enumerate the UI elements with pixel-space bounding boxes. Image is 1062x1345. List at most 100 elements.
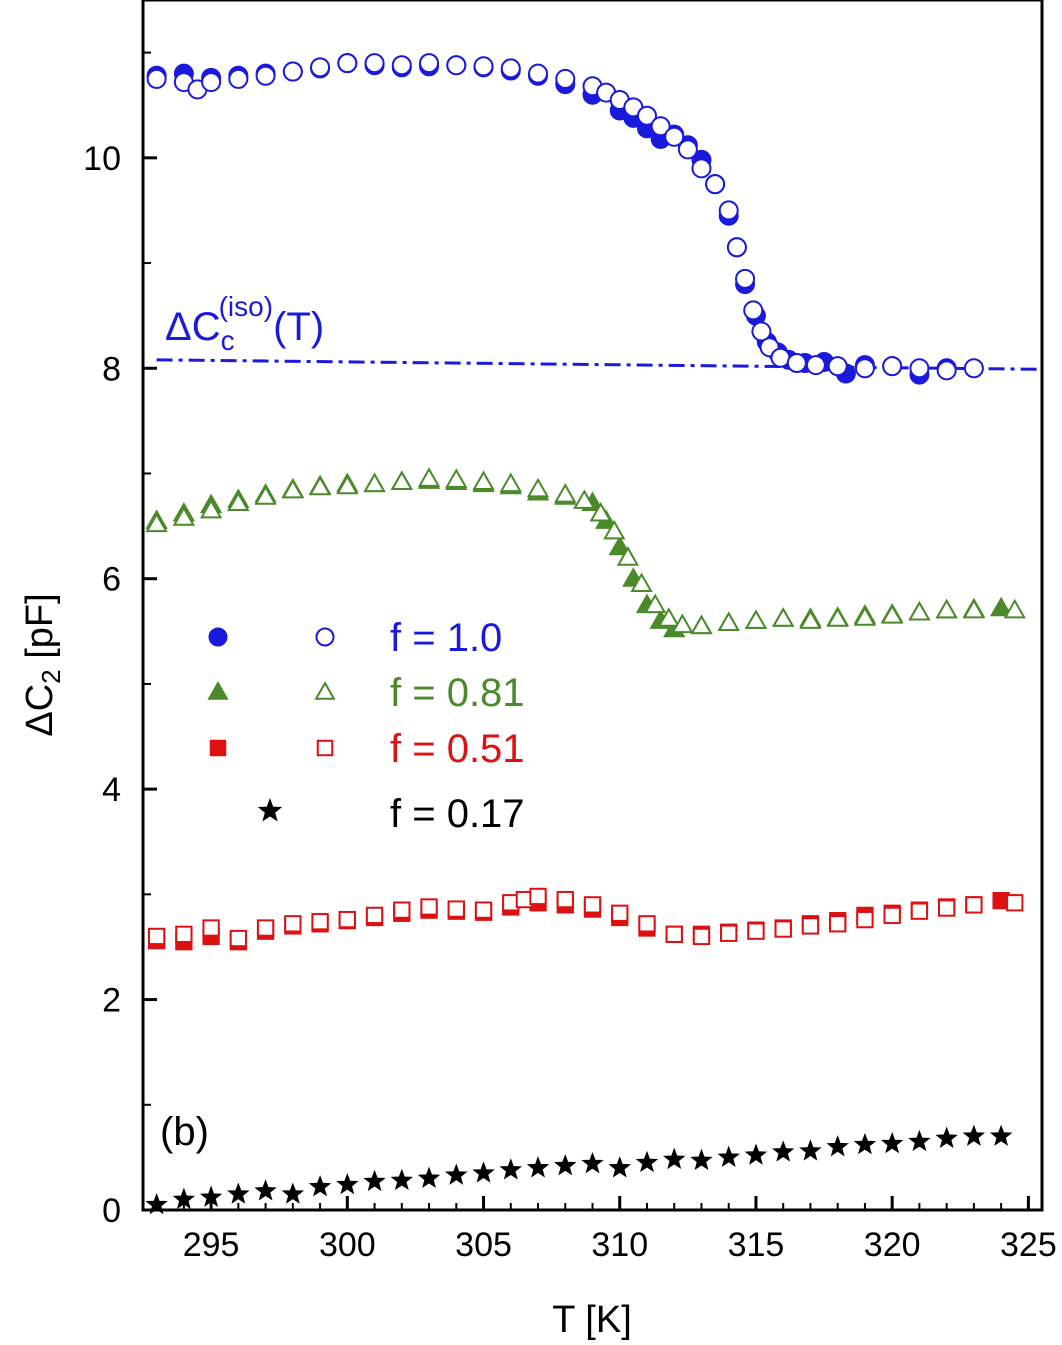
y-tick-label: 10 bbox=[83, 140, 121, 178]
y-tick-label: 8 bbox=[102, 350, 121, 388]
legend-label: f = 1.0 bbox=[390, 616, 502, 660]
axes-layer: 295 300 305 310 315 320 325 0 2 4 6 8 10 bbox=[83, 0, 1057, 1264]
x-axis-label: T [K] bbox=[552, 1299, 632, 1341]
data-point-filled bbox=[799, 1139, 822, 1161]
data-point-open bbox=[175, 925, 193, 943]
data-point-open bbox=[390, 470, 413, 490]
data-point-open bbox=[336, 474, 359, 495]
data-point-open bbox=[611, 904, 629, 922]
data-point-open bbox=[589, 501, 612, 522]
data-point-filled bbox=[744, 1143, 768, 1165]
data-point-open bbox=[227, 491, 250, 512]
ref-label-sub: c bbox=[221, 325, 235, 356]
series-1 bbox=[145, 467, 1026, 638]
series-2 bbox=[147, 887, 1024, 951]
reference-line-layer bbox=[156, 358, 1043, 371]
y-label-sub: 2 bbox=[36, 669, 66, 683]
panel-label: (b) bbox=[160, 1110, 209, 1154]
data-point-open bbox=[616, 546, 640, 566]
data-point-open bbox=[880, 604, 904, 624]
data-point-open bbox=[883, 906, 901, 925]
legend-marker-filled bbox=[257, 798, 283, 822]
series-0 bbox=[146, 53, 984, 385]
data-point-open bbox=[202, 919, 220, 937]
ref-label-tail: (T) bbox=[273, 305, 324, 349]
data-point-open bbox=[799, 609, 822, 629]
data-point-open bbox=[446, 55, 467, 76]
data-point-open bbox=[255, 65, 276, 86]
data-point-filled bbox=[989, 1124, 1013, 1146]
y-tick-label: 2 bbox=[102, 982, 121, 1020]
data-point-filled bbox=[472, 1161, 495, 1183]
data-point-open bbox=[1006, 894, 1024, 912]
data-point-open bbox=[963, 358, 984, 379]
data-point-open bbox=[420, 898, 438, 916]
data-point-filled bbox=[962, 1124, 986, 1146]
data-point-filled bbox=[172, 1187, 196, 1210]
data-point-filled bbox=[145, 1192, 168, 1215]
data-point-open bbox=[908, 600, 931, 621]
data-point-filled bbox=[608, 1156, 631, 1178]
data-point-filled bbox=[853, 1132, 877, 1155]
y-axis-label: ΔC2 [pF] bbox=[19, 593, 66, 736]
data-point-filled bbox=[554, 1154, 577, 1176]
data-point-open bbox=[638, 915, 656, 933]
ref-label-main: ΔC bbox=[165, 305, 221, 349]
data-point-filled bbox=[363, 1169, 386, 1192]
x-tick-label: 325 bbox=[1000, 1226, 1057, 1264]
data-point-open bbox=[447, 900, 465, 918]
data-point-open bbox=[854, 358, 875, 379]
data-point-open bbox=[717, 611, 740, 631]
x-tick-label: 315 bbox=[728, 1226, 785, 1264]
series-3 bbox=[145, 1124, 1013, 1215]
data-point-open bbox=[827, 356, 848, 377]
data-point-filled bbox=[663, 1147, 686, 1170]
data-point-open bbox=[770, 347, 791, 368]
data-point-open bbox=[938, 899, 956, 917]
legend-marker-open bbox=[315, 627, 335, 647]
data-point-open bbox=[1003, 598, 1026, 619]
legend-marker-filled bbox=[207, 681, 229, 700]
data-point-open bbox=[583, 896, 602, 914]
data-point-open bbox=[229, 929, 247, 948]
data-point-open bbox=[281, 478, 305, 499]
data-point-open bbox=[556, 890, 574, 909]
legend-marker-open bbox=[314, 681, 336, 700]
data-point-open bbox=[936, 360, 957, 381]
data-point-open bbox=[909, 358, 930, 379]
data-point-open bbox=[419, 53, 440, 74]
data-point-open bbox=[417, 467, 441, 487]
data-point-open bbox=[677, 139, 698, 160]
data-point-open bbox=[338, 910, 356, 929]
x-tick-label: 305 bbox=[455, 1226, 512, 1264]
data-point-open bbox=[201, 72, 222, 93]
data-point-open bbox=[962, 598, 986, 619]
data-point-open bbox=[499, 472, 522, 493]
x-tick-label: 295 bbox=[183, 1226, 240, 1264]
data-point-open bbox=[474, 901, 493, 919]
plot-frame bbox=[141, 0, 1044, 1212]
data-point-open bbox=[473, 56, 494, 77]
data-point-open bbox=[726, 237, 747, 258]
data-point-open bbox=[657, 607, 680, 627]
data-point-filled bbox=[227, 1182, 250, 1204]
data-point-open bbox=[786, 353, 807, 373]
data-point-open bbox=[472, 470, 495, 490]
data-point-filled bbox=[772, 1140, 795, 1162]
data-point-open bbox=[718, 200, 739, 221]
reference-line-label: ΔCc(iso)(T) bbox=[165, 291, 324, 356]
data-point-filled bbox=[717, 1145, 740, 1167]
data-point-filled bbox=[390, 1168, 413, 1191]
data-point-open bbox=[882, 356, 903, 377]
data-point-open bbox=[743, 300, 764, 321]
data-point-filled bbox=[199, 1185, 223, 1207]
data-point-open bbox=[735, 268, 756, 289]
data-point-open bbox=[603, 519, 626, 540]
data-point-open bbox=[555, 68, 576, 89]
data-point-filled bbox=[608, 535, 631, 556]
data-point-open bbox=[254, 485, 277, 505]
ref-label-sup: (iso) bbox=[219, 291, 273, 322]
legend-marker-filled bbox=[209, 739, 227, 757]
data-point-open bbox=[910, 902, 929, 920]
